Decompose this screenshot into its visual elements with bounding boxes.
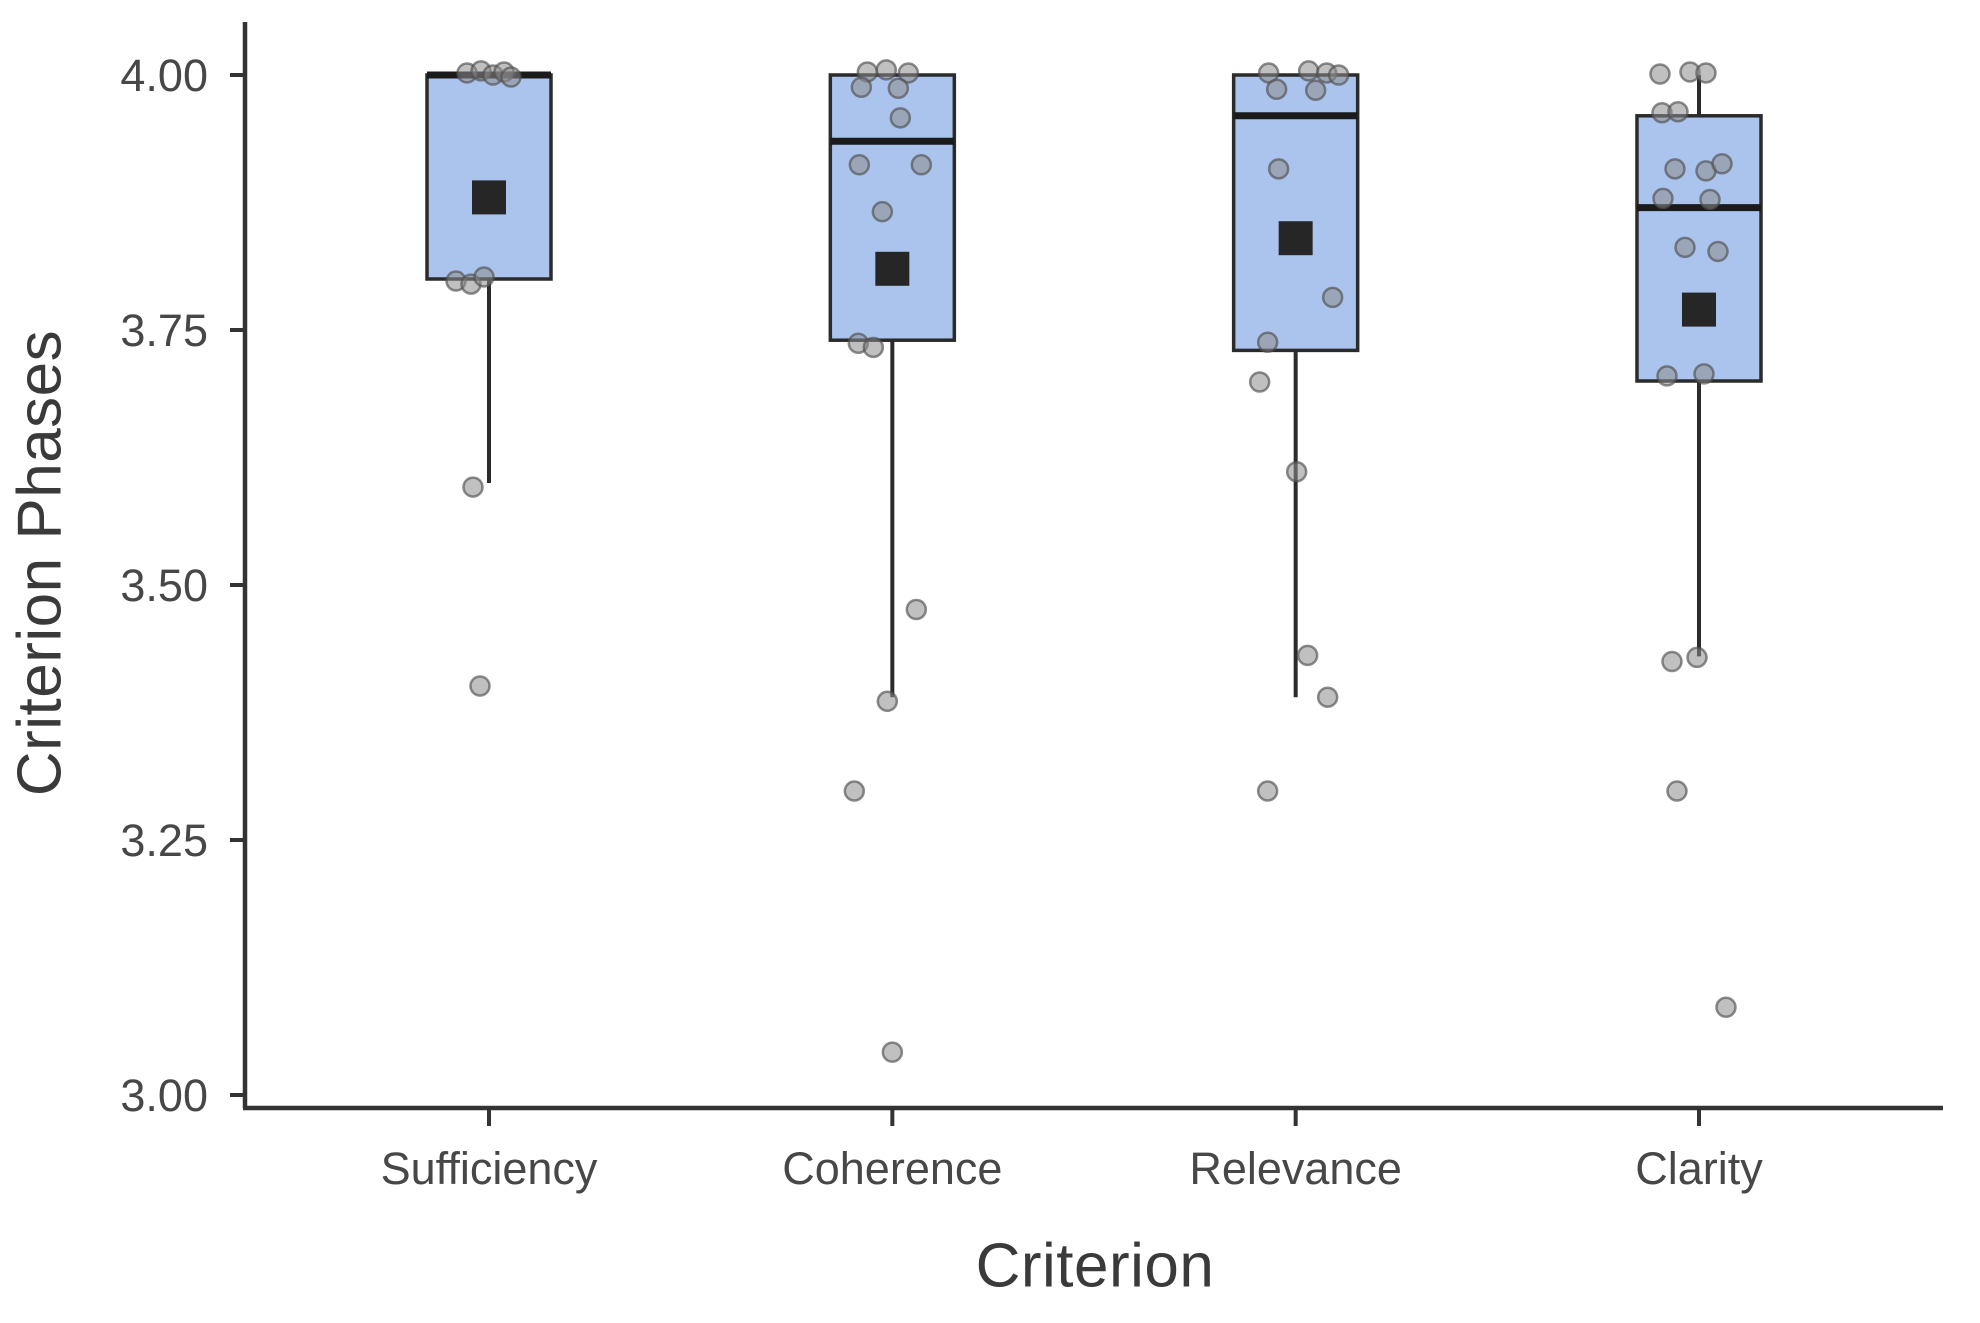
mean-marker (1278, 221, 1313, 256)
jitter-point (1711, 152, 1733, 175)
jitter-point (910, 154, 933, 176)
jitter-point (1674, 236, 1696, 259)
jitter-point (850, 76, 873, 98)
jitter-point (469, 675, 491, 697)
jitter-point (1248, 371, 1271, 393)
jitter-point (473, 266, 495, 288)
jitter-point (862, 336, 885, 359)
jitter-point (905, 598, 928, 621)
jitter-point (1297, 60, 1320, 82)
jitter-point (1265, 78, 1288, 101)
jitter-point (881, 1041, 904, 1063)
jitter-point (1321, 286, 1344, 309)
x-axis-title: Criterion (975, 1231, 1215, 1301)
y-tick-label: 3.25 (120, 815, 208, 866)
jitter-point (1296, 644, 1319, 667)
x-category-label: Sufficiency (381, 1143, 598, 1194)
jitter-point (1695, 62, 1717, 84)
box-clarity (1635, 114, 1763, 383)
jitter-point (462, 476, 484, 498)
jitter-point (1715, 996, 1737, 1019)
jitter-point (889, 107, 912, 129)
x-category-label: Coherence (782, 1143, 1002, 1194)
jitter-point (843, 780, 866, 802)
y-axis-title: Criterion Phases (5, 329, 75, 797)
jitter-point (897, 62, 920, 84)
y-tick-label: 3.75 (120, 305, 208, 356)
y-tick-label: 3.50 (120, 560, 208, 611)
x-category-label: Relevance (1189, 1143, 1402, 1194)
jitter-point (1661, 650, 1683, 673)
jitter-point (1304, 79, 1327, 102)
jitter-point (1256, 780, 1279, 802)
jitter-point (1327, 64, 1350, 86)
jitter-point (500, 66, 522, 88)
jitter-point (1656, 365, 1678, 387)
mean-marker (875, 251, 910, 286)
x-category-label: Clarity (1635, 1143, 1763, 1194)
jitter-point (876, 690, 899, 713)
jitter-point (1316, 686, 1339, 708)
jitter-point (1664, 158, 1686, 180)
jitter-point (848, 154, 871, 176)
y-tick-label: 3.00 (120, 1070, 208, 1121)
jitter-point (1652, 187, 1674, 210)
jitter-point (1686, 646, 1708, 669)
jitter-point (1267, 158, 1290, 180)
mean-marker (1681, 292, 1716, 327)
jitter-point (1256, 331, 1279, 353)
box-sufficiency (425, 73, 553, 281)
jitter-point (1693, 363, 1715, 385)
jitter-point (1285, 461, 1308, 483)
jitter-point (1666, 780, 1688, 802)
jitter-point (1667, 100, 1689, 123)
jitter-point (1707, 240, 1729, 263)
jitter-point (1699, 188, 1721, 211)
jitter-point (875, 59, 898, 81)
jitter-point (887, 77, 910, 100)
mean-marker (472, 180, 506, 215)
jitter-point (1649, 63, 1671, 85)
y-tick-label: 4.00 (120, 50, 208, 101)
jitter-point (871, 200, 894, 223)
